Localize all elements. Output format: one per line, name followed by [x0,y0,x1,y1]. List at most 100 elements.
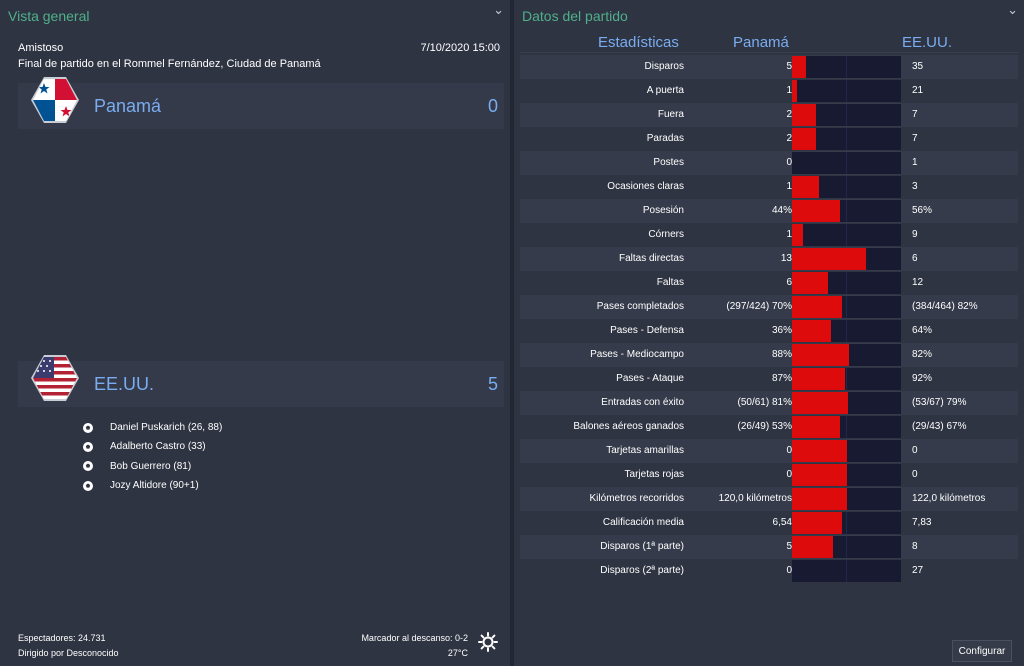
stat-home-value: 44% [771,205,792,216]
stat-label: Disparos (2ª parte) [600,565,684,576]
attendance: Espectadores: 24.731 [18,633,106,643]
stat-away-value: 7,83 [912,517,932,528]
stat-label: Entradas con éxito [601,397,684,408]
stats-table: Disparos 5 35 A puerta 1 21 Fuera 2 7 Paradas 2 7 Po… [520,55,1018,583]
stat-row: Kilómetros recorridos 120,0 kilómetros 122… [520,487,1018,511]
stat-home-value: 88% [771,349,792,360]
goal-scorers-list: Daniel Puskarich (26, 88) Adalberto Cast… [82,418,222,495]
stat-home-value: 6 [786,277,792,288]
stat-row: Disparos (2ª parte) 0 27 [520,559,1018,583]
stat-bar-midline [846,104,847,126]
stat-home-value: (50/61) 81% [737,397,792,408]
stat-away-value: 9 [912,229,918,240]
stat-bar-home-fill [792,392,848,414]
stat-label: Tarjetas amarillas [606,445,684,456]
home-team-row[interactable]: Panamá 0 [18,77,504,129]
stat-bar-home-fill [792,176,819,198]
stat-row: Pases completados (297/424) 70% (384/464) … [520,295,1018,319]
stat-away-value: 21 [912,85,924,96]
stat-away-value: 92% [912,373,933,384]
match-venue: Final de partido en el Rommel Fernández,… [18,58,321,70]
away-team-row[interactable]: EE.UU. 5 [18,355,504,407]
stat-bar [792,128,901,150]
stat-bar [792,56,901,78]
scorer-name[interactable]: Daniel Puskarich (26, 88) [110,422,223,434]
panama-flag-badge-icon[interactable] [30,75,80,125]
stat-away-value: 56% [912,205,933,216]
stat-row: A puerta 1 21 [520,79,1018,103]
stats-column-header: Estadísticas [598,34,679,51]
stat-away-value: 6 [912,253,918,264]
stat-home-value: 36% [771,325,792,336]
stat-row: Posesión 44% 56% [520,199,1018,223]
overview-title: Vista general [8,8,90,24]
stat-label: Pases - Mediocampo [590,349,684,360]
stat-bar-midline [846,176,847,198]
stat-bar-home-fill [792,224,803,246]
stat-label: Pases - Defensa [610,325,684,336]
stat-bar-home-fill [792,200,840,222]
away-column-header: EE.UU. [902,34,953,51]
football-icon [83,480,93,491]
stat-label: Tarjetas rojas [624,469,684,480]
stat-row: Entradas con éxito (50/61) 81% (53/67) 79% [520,391,1018,415]
stat-bar-midline [846,224,847,246]
stat-bar-midline [846,200,847,222]
stat-label: Fuera [657,109,684,120]
stat-bar [792,152,901,174]
stat-bar-midline [846,296,847,318]
scorer-name[interactable]: Bob Guerrero (81) [110,460,192,472]
home-team-name[interactable]: Panamá [94,96,162,116]
stat-row: Paradas 2 7 [520,127,1018,151]
stat-bar [792,104,901,126]
match-date: 7/10/2020 15:00 [420,42,500,54]
stat-away-value: 122,0 kilómetros [912,493,986,504]
stat-home-value: 0 [786,157,792,168]
stat-bar-midline [846,416,847,438]
stat-bar [792,368,901,390]
stat-home-value: 1 [786,181,792,192]
stats-collapse-chevron-icon[interactable]: ⌄ [1007,2,1018,17]
stat-home-value: 2 [786,109,792,120]
panel-divider[interactable] [510,0,514,666]
stat-bar-home-fill [792,512,842,534]
stat-label: Posesión [642,205,684,216]
stat-row: Ocasiones claras 1 3 [520,175,1018,199]
match-stats-panel: Datos del partido ⌄ Estadísticas Panamá … [514,0,1024,666]
scorer-item[interactable]: Bob Guerrero (81) [82,457,222,476]
scorer-item[interactable]: Adalberto Castro (33) [82,437,222,456]
scorer-name[interactable]: Adalberto Castro (33) [110,441,206,453]
scorer-name[interactable]: Jozy Altidore (90+1) [110,480,199,492]
stat-bar-home-fill [792,464,847,486]
stat-row: Disparos 5 35 [520,55,1018,79]
stat-label: Pases - Ataque [616,373,684,384]
stat-bar [792,80,901,102]
stat-row: Pases - Ataque 87% 92% [520,367,1018,391]
scorer-item[interactable]: Daniel Puskarich (26, 88) [82,418,222,437]
stat-away-value: 1 [912,157,918,168]
stat-row: Fuera 2 7 [520,103,1018,127]
stat-bar-home-fill [792,56,806,78]
configure-button[interactable]: Configurar [952,640,1012,662]
stat-bar-midline [846,152,847,174]
stat-away-value: 27 [912,565,924,576]
sun-icon [478,632,498,652]
stat-away-value: 64% [912,325,933,336]
away-team-name[interactable]: EE.UU. [94,374,155,394]
stat-bar-home-fill [792,128,816,150]
scorer-item[interactable]: Jozy Altidore (90+1) [82,476,222,495]
stat-home-value: 0 [786,445,792,456]
stat-home-value: 5 [786,541,792,552]
stat-bar-home-fill [792,248,866,270]
usa-flag-badge-icon[interactable] [30,353,80,403]
stat-bar-home-fill [792,104,816,126]
stat-bar [792,416,901,438]
stat-home-value: 6,54 [772,517,792,528]
overview-collapse-chevron-icon[interactable]: ⌄ [493,2,504,17]
stat-home-value: 120,0 kilómetros [718,493,792,504]
stat-bar-home-fill [792,440,847,462]
stat-bar-home-fill [792,272,828,294]
stat-bar-midline [846,272,847,294]
stat-bar [792,248,901,270]
stats-title: Datos del partido [522,8,628,24]
